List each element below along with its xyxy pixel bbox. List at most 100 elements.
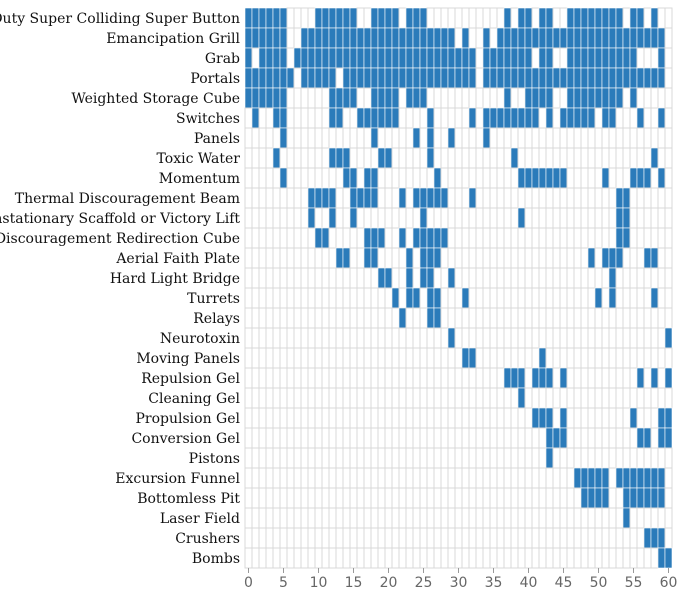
empty-cell — [286, 47, 295, 69]
filled-cell — [377, 27, 386, 49]
empty-cell — [573, 287, 582, 309]
empty-cell — [272, 467, 281, 489]
empty-cell — [468, 487, 477, 509]
empty-cell — [251, 487, 260, 509]
empty-cell — [524, 427, 533, 449]
filled-cell — [657, 527, 666, 549]
empty-cell — [356, 7, 365, 29]
empty-cell — [468, 507, 477, 529]
empty-cell — [426, 547, 435, 569]
empty-cell — [580, 347, 589, 369]
empty-cell — [349, 227, 358, 249]
empty-cell — [489, 507, 498, 529]
empty-cell — [342, 467, 351, 489]
empty-cell — [440, 7, 449, 29]
empty-cell — [363, 87, 372, 109]
empty-cell — [622, 247, 631, 269]
empty-cell — [349, 247, 358, 269]
empty-cell — [454, 407, 463, 429]
empty-cell — [573, 247, 582, 269]
filled-cell — [321, 67, 330, 89]
empty-cell — [496, 547, 505, 569]
empty-cell — [594, 527, 603, 549]
empty-cell — [482, 427, 491, 449]
empty-cell — [440, 447, 449, 469]
filled-cell — [349, 87, 358, 109]
filled-cell — [636, 107, 645, 129]
empty-cell — [468, 147, 477, 169]
empty-cell — [601, 367, 610, 389]
empty-cell — [629, 187, 638, 209]
empty-cell — [433, 387, 442, 409]
empty-cell — [545, 307, 554, 329]
empty-cell — [433, 527, 442, 549]
empty-cell — [461, 87, 470, 109]
empty-cell — [580, 147, 589, 169]
empty-cell — [307, 167, 316, 189]
empty-cell — [314, 127, 323, 149]
empty-cell — [608, 327, 617, 349]
empty-cell — [489, 247, 498, 269]
empty-cell — [454, 447, 463, 469]
empty-cell — [573, 367, 582, 389]
empty-cell — [286, 467, 295, 489]
filled-cell — [538, 367, 547, 389]
empty-cell — [643, 127, 652, 149]
empty-cell — [244, 487, 253, 509]
empty-cell — [531, 447, 540, 469]
filled-cell — [594, 467, 603, 489]
filled-cell — [545, 427, 554, 449]
empty-cell — [335, 447, 344, 469]
empty-cell — [440, 267, 449, 289]
filled-cell — [335, 247, 344, 269]
empty-cell — [524, 507, 533, 529]
empty-cell — [244, 147, 253, 169]
filled-cell — [643, 487, 652, 509]
empty-cell — [559, 227, 568, 249]
empty-cell — [405, 127, 414, 149]
empty-cell — [272, 167, 281, 189]
empty-cell — [307, 367, 316, 389]
empty-cell — [307, 467, 316, 489]
empty-cell — [258, 127, 267, 149]
empty-cell — [265, 247, 274, 269]
empty-cell — [601, 287, 610, 309]
empty-cell — [552, 347, 561, 369]
empty-cell — [538, 487, 547, 509]
empty-cell — [594, 227, 603, 249]
row-label: Emancipation Grill — [106, 31, 240, 47]
empty-cell — [643, 267, 652, 289]
empty-cell — [433, 87, 442, 109]
filled-cell — [503, 107, 512, 129]
empty-cell — [258, 407, 267, 429]
filled-cell — [370, 7, 379, 29]
filled-cell — [538, 67, 547, 89]
empty-cell — [552, 407, 561, 429]
empty-cell — [468, 407, 477, 429]
empty-cell — [594, 207, 603, 229]
empty-cell — [531, 427, 540, 449]
filled-cell — [279, 127, 288, 149]
empty-cell — [559, 487, 568, 509]
empty-cell — [454, 207, 463, 229]
empty-cell — [587, 507, 596, 529]
empty-cell — [300, 427, 309, 449]
empty-cell — [440, 147, 449, 169]
empty-cell — [279, 387, 288, 409]
filled-cell — [307, 207, 316, 229]
empty-cell — [377, 347, 386, 369]
empty-cell — [496, 167, 505, 189]
empty-cell — [489, 147, 498, 169]
empty-cell — [265, 227, 274, 249]
row-label: Pistons — [189, 451, 240, 467]
empty-cell — [615, 127, 624, 149]
empty-cell — [356, 287, 365, 309]
empty-cell — [349, 327, 358, 349]
empty-cell — [552, 187, 561, 209]
empty-cell — [370, 207, 379, 229]
empty-cell — [531, 267, 540, 289]
empty-cell — [314, 527, 323, 549]
empty-cell — [531, 187, 540, 209]
empty-cell — [650, 187, 659, 209]
empty-cell — [601, 407, 610, 429]
